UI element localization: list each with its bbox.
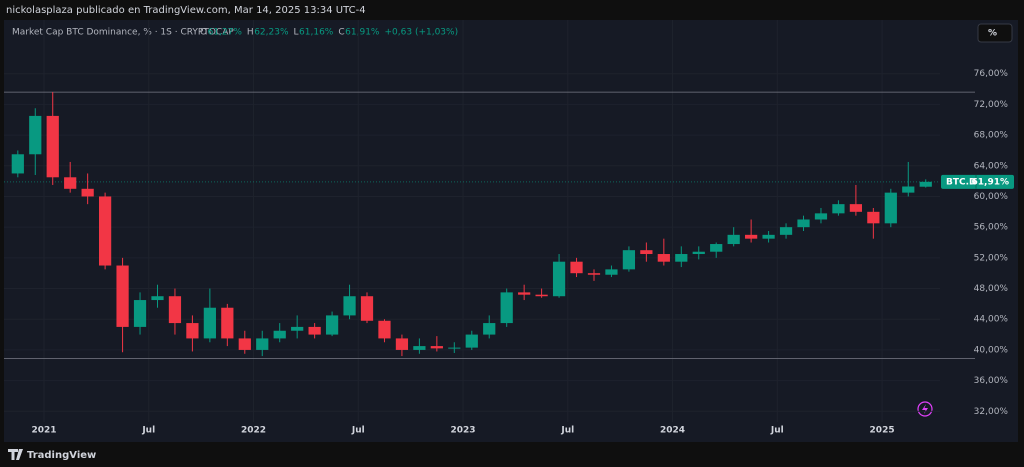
candle-body <box>256 338 269 350</box>
y-tick-label: 68,00% <box>974 131 1009 141</box>
candle-body <box>238 338 251 350</box>
symbol-label: BTC.D <box>946 177 977 187</box>
chart-pane <box>4 20 1018 442</box>
candle-body <box>640 250 653 255</box>
candle-body <box>133 300 147 327</box>
y-tick-label: 48,00% <box>974 284 1009 294</box>
alert-icon-bolt <box>922 404 928 414</box>
candle-body <box>745 234 758 239</box>
candle-body <box>675 254 688 262</box>
candle-body <box>98 196 112 266</box>
candle-body <box>884 192 897 224</box>
candle-body <box>919 181 932 187</box>
legend-key: O <box>200 28 207 38</box>
candle-body <box>500 292 513 324</box>
legend-value: 62,23% <box>254 28 289 38</box>
candle-body <box>291 326 304 331</box>
candle-body <box>797 219 810 228</box>
candle-body <box>587 273 601 275</box>
candle-body <box>518 292 531 295</box>
candle-body <box>430 346 443 349</box>
candle-body <box>814 213 828 220</box>
y-tick-label: 64,00% <box>974 161 1009 171</box>
legend-value: 61,16% <box>299 28 334 38</box>
candle-body <box>360 296 374 321</box>
legend-key: H <box>247 28 254 38</box>
candle-body <box>535 294 548 297</box>
y-tick-label: 72,00% <box>974 100 1009 110</box>
candle-body <box>11 154 24 174</box>
candle-body <box>867 211 880 224</box>
candle-body <box>29 115 42 155</box>
candle-body <box>221 307 234 339</box>
candle-body <box>308 326 321 335</box>
x-tick-label: Jul <box>351 426 365 436</box>
candle-body <box>622 250 636 270</box>
ohlc-legend: O 61,27% H 62,23% L 61,16% C 61,91% +0,63 (+1,03… <box>200 28 458 38</box>
x-tick-label: 2024 <box>660 426 685 436</box>
legend-value: 61,27% <box>208 28 243 38</box>
legend-value: 61,91% <box>345 28 380 38</box>
legend-key: L <box>294 28 299 38</box>
price-label-bg <box>941 174 1014 189</box>
unit-button-label[interactable]: % <box>988 29 997 39</box>
candle-body <box>692 251 705 255</box>
price-label: 61,91% <box>972 177 1010 187</box>
candle-body <box>832 204 845 214</box>
candle-body <box>343 296 356 316</box>
legend-key: +0,63 (+1,03%) <box>385 28 459 38</box>
candle-body <box>483 323 496 335</box>
y-tick-label: 76,00% <box>974 69 1009 79</box>
candle-body <box>116 265 129 327</box>
y-tick-label: 56,00% <box>974 223 1009 233</box>
footer: TradingView <box>27 450 96 461</box>
candle-body <box>570 261 583 274</box>
candle-body <box>64 177 77 189</box>
header: nickolasplaza publicado en TradingView.c… <box>6 5 366 16</box>
candle-body <box>605 269 618 275</box>
x-tick-label: Jul <box>141 426 155 436</box>
x-tick-label: 2021 <box>31 426 56 436</box>
candle-body <box>902 186 915 193</box>
candle-body <box>151 296 164 301</box>
x-tick-label: 2023 <box>451 426 476 436</box>
candle-body <box>448 347 461 349</box>
candle-body <box>762 234 775 239</box>
unit-button[interactable] <box>977 23 1013 43</box>
candle-body <box>657 254 670 262</box>
y-tick-label: 52,00% <box>974 253 1009 263</box>
candle-body <box>168 296 182 324</box>
candle-body <box>395 338 409 350</box>
candle-body <box>325 315 339 335</box>
candle-body <box>710 244 723 252</box>
logo <box>8 449 23 460</box>
candle-body <box>465 334 478 348</box>
y-tick-label: 44,00% <box>974 315 1009 325</box>
x-tick-label: Jul <box>770 426 784 436</box>
candle-body <box>203 307 216 339</box>
chart-title: Market Cap BTC Dominance, % · 1S · CRYPT… <box>12 28 234 38</box>
candle-body <box>779 227 793 235</box>
y-tick-label: 36,00% <box>974 376 1009 386</box>
candle-body <box>186 323 199 339</box>
candle-body <box>378 320 391 339</box>
candle-body <box>413 346 426 350</box>
y-tick-label: 32,00% <box>974 407 1009 417</box>
legend-key: C <box>338 28 344 38</box>
x-tick-label: 2025 <box>870 426 895 436</box>
candle-body <box>727 234 740 245</box>
candle-body <box>273 330 286 339</box>
candle-body <box>552 261 566 297</box>
alert-icon[interactable] <box>917 401 933 417</box>
y-tick-label: 40,00% <box>974 345 1009 355</box>
candle-body <box>849 204 863 212</box>
y-tick-label: 60,00% <box>974 192 1009 202</box>
x-tick-label: 2022 <box>241 426 266 436</box>
x-tick-label: Jul <box>560 426 574 436</box>
candle-body <box>46 115 59 178</box>
candle-body <box>81 188 94 197</box>
